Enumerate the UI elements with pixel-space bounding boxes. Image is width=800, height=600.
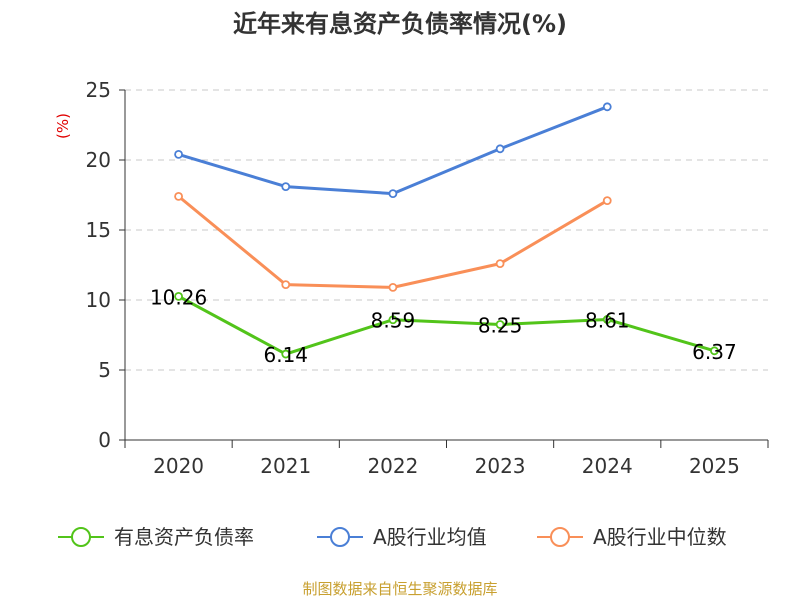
data-label: 8.61 [585,308,630,332]
data-point [388,189,398,199]
y-tick-label: 10 [86,288,111,312]
data-point [388,315,398,325]
x-tick-label: 2024 [582,454,633,478]
x-tick-label: 2020 [153,454,204,478]
data-labels: 10.26 6.14 8.59 8.25 8.61 6.37 [150,285,737,367]
legend-item[interactable]: A股行业均值 [317,525,487,549]
data-point [174,291,183,301]
data-point [495,144,505,154]
y-tick-label: 25 [86,78,111,102]
legend-marker [71,527,91,547]
legend-item[interactable]: A股行业中位数 [537,525,727,549]
legend-label: 有息资产负债率 [114,525,254,549]
legend-marker [330,527,350,547]
series-line [178,105,608,196]
data-point [495,320,505,329]
data-point [281,182,291,192]
y-tick-label: 20 [86,148,111,172]
data-label: 6.37 [692,340,737,364]
series-line [177,295,715,356]
y-tick-label: 5 [98,358,111,382]
y-tick-label: 15 [86,218,111,242]
data-label: 10.26 [150,285,207,309]
legend-marker [550,527,570,547]
x-tick-label: 2023 [475,454,526,478]
y-axis-unit: (%) [54,113,72,139]
series-line [177,195,609,289]
data-point [602,315,612,324]
grid-lines [125,89,768,371]
data-point [602,102,612,112]
legend-label: A股行业均值 [373,525,487,549]
legend-label: A股行业中位数 [593,525,727,549]
y-tick-label: 0 [98,428,111,452]
legend-item[interactable]: 有息资产负债率 [58,525,254,549]
data-point [388,282,398,292]
x-tick-label: 2021 [260,454,311,478]
data-label: 6.14 [263,343,308,367]
data-label: 8.59 [371,309,416,333]
source-note: 制图数据来自恒生聚源数据库 [302,580,497,598]
chart-title: 近年来有息资产负债率情况(%) [233,10,567,38]
series-layer [174,102,719,359]
data-point [281,280,291,290]
data-point [495,259,505,269]
data-point [602,196,612,206]
data-label: 8.25 [478,314,523,338]
data-point [710,346,719,356]
data-point [174,191,183,201]
data-point [281,349,291,359]
x-tick-label: 2022 [367,454,418,478]
x-tick-label: 2025 [689,454,740,478]
legend: 有息资产负债率 A股行业均值 A股行业中位数 [58,525,727,549]
data-point [174,149,183,159]
